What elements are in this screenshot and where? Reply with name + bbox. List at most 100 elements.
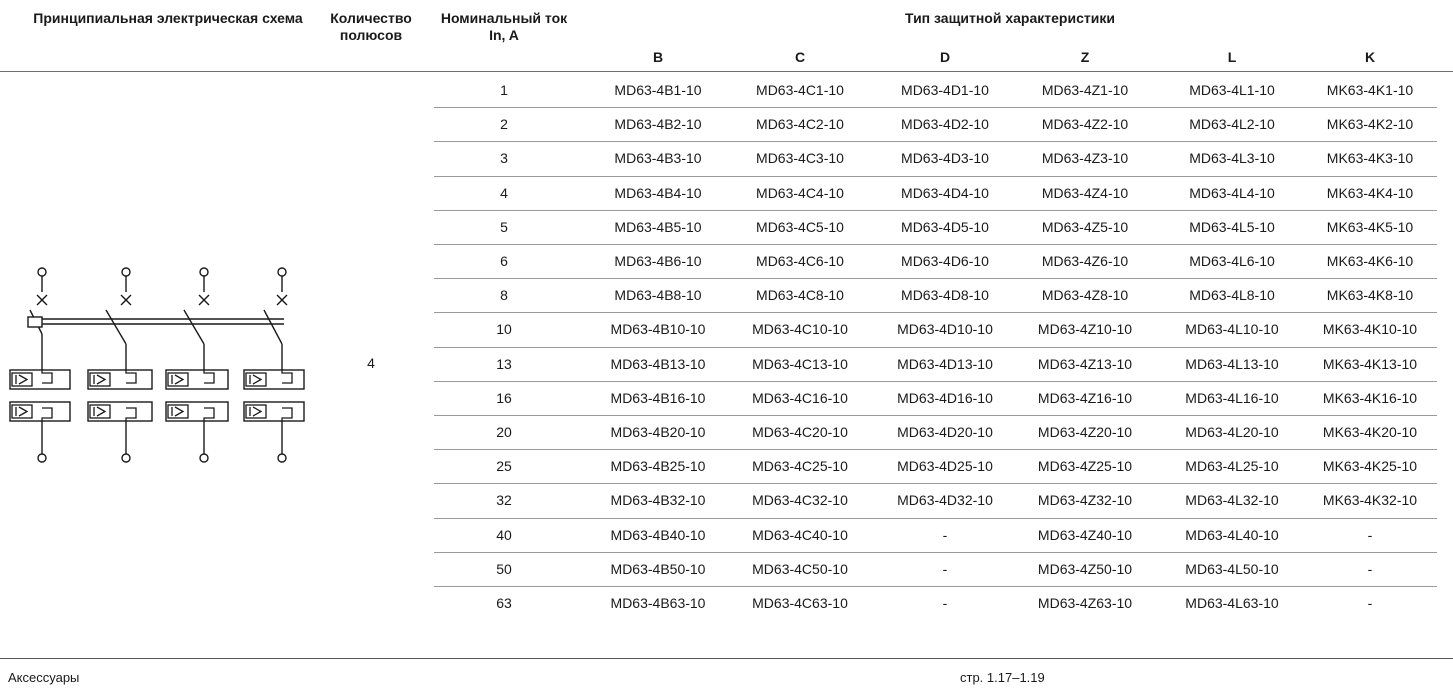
article-cell-b: MD63-4B20-10 [610,424,706,440]
rated-current-cell: 8 [500,287,508,304]
accessories-label: Аксессуары [8,670,80,685]
article-cell-k: - [1367,595,1373,611]
type-header-l: L [1227,49,1237,65]
row-divider [434,278,1437,280]
article-cell-b: MD63-4B40-10 [610,526,706,543]
article-cell-z: MD63-4Z16-10 [1037,389,1133,406]
article-cell-c: MD63-4C8-10 [756,287,844,304]
row-divider [434,551,1437,553]
row-divider [434,141,1437,143]
article-cell-k: MK63-4K20-10 [1322,424,1418,440]
article-cell-k: MK63-4K10-10 [1322,321,1418,338]
type-header-k: K [1364,49,1376,65]
article-cell-k: MK63-4K13-10 [1322,355,1418,372]
article-cell-b: MD63-4B3-10 [614,150,702,167]
article-cell-b: MD63-4B13-10 [610,355,706,372]
article-cell-d: MD63-4D5-10 [901,218,989,235]
article-cell-b: MD63-4B50-10 [610,560,706,577]
article-cell-l: MD63-4L16-10 [1185,389,1279,406]
article-cell-d: - [942,595,948,611]
rated-current-cell: 4 [500,184,508,201]
type-header-z: Z [1080,49,1090,65]
row-divider [434,586,1437,587]
article-cell-d: MD63-4D3-10 [901,150,989,167]
article-cell-z: MD63-4Z6-10 [1041,253,1129,269]
article-cell-c: MD63-4C3-10 [756,150,844,167]
article-cell-d: MD63-4D10-10 [897,321,993,338]
article-cell-k: - [1367,560,1373,577]
article-cell-l: MD63-4L1-10 [1189,82,1275,98]
header-current: Номинальный ток In, A [440,10,568,43]
rated-current-cell: 50 [496,560,512,577]
article-cell-d: - [942,560,948,577]
row-divider [434,209,1437,211]
poles-value: 4 [367,355,375,371]
header-poles: Количество полюсов [330,10,412,43]
article-cell-l: MD63-4L10-10 [1185,321,1279,338]
article-cell-d: - [942,526,948,543]
accessories-page-ref: стр. 1.17–1.19 [960,670,1045,685]
article-cell-d: MD63-4D1-10 [901,82,989,98]
article-cell-k: MK63-4K1-10 [1326,82,1414,98]
row-divider [434,107,1437,109]
row-divider [434,244,1437,245]
type-header-c: C [794,49,806,65]
article-cell-d: MD63-4D2-10 [901,116,989,133]
row-divider [434,483,1437,485]
article-cell-b: MD63-4B2-10 [614,116,702,133]
article-cell-c: MD63-4C40-10 [752,526,848,543]
article-cell-z: MD63-4Z1-10 [1041,82,1129,98]
rated-current-cell: 5 [500,218,508,235]
article-cell-k: - [1367,526,1373,543]
article-cell-l: MD63-4L5-10 [1189,218,1275,235]
article-cell-l: MD63-4L32-10 [1185,492,1279,509]
article-cell-z: MD63-4Z25-10 [1037,458,1133,475]
article-cell-l: MD63-4L2-10 [1189,116,1275,133]
article-cell-d: MD63-4D8-10 [901,287,989,304]
article-cell-c: MD63-4C2-10 [756,116,844,133]
header-divider [0,71,1453,72]
article-cell-k: MK63-4K16-10 [1322,389,1418,406]
article-cell-b: MD63-4B1-10 [614,82,702,98]
row-divider [434,380,1437,382]
header-type-group: Тип защитной характеристики [905,10,1115,26]
article-cell-c: MD63-4C4-10 [756,184,844,201]
article-cell-z: MD63-4Z5-10 [1041,218,1129,235]
rated-current-cell: 10 [496,321,512,338]
footer-divider [0,658,1453,659]
row-divider [434,449,1437,451]
article-cell-k: MK63-4K3-10 [1326,150,1414,167]
article-cell-d: MD63-4D16-10 [897,389,993,406]
article-cell-k: MK63-4K25-10 [1322,458,1418,475]
article-cell-b: MD63-4B25-10 [610,458,706,475]
article-cell-d: MD63-4D20-10 [897,424,993,440]
row-divider [434,415,1437,416]
article-cell-k: MK63-4K8-10 [1326,287,1414,304]
rated-current-cell: 63 [496,595,512,611]
four-pole-breaker-schematic-icon [9,267,305,463]
article-cell-z: MD63-4Z3-10 [1041,150,1129,167]
article-cell-b: MD63-4B5-10 [614,218,702,235]
article-cell-c: MD63-4C25-10 [752,458,848,475]
article-cell-c: MD63-4C50-10 [752,560,848,577]
row-divider [434,346,1437,348]
article-cell-d: MD63-4D32-10 [897,492,993,509]
article-cell-z: MD63-4Z63-10 [1037,595,1133,611]
article-cell-c: MD63-4C32-10 [752,492,848,509]
article-cell-c: MD63-4C5-10 [756,218,844,235]
article-cell-l: MD63-4L13-10 [1185,355,1279,372]
article-cell-l: MD63-4L40-10 [1185,526,1279,543]
article-cell-d: MD63-4D4-10 [901,184,989,201]
article-cell-z: MD63-4Z32-10 [1037,492,1133,509]
article-cell-c: MD63-4C20-10 [752,424,848,440]
article-cell-z: MD63-4Z20-10 [1037,424,1133,440]
article-cell-d: MD63-4D13-10 [897,355,993,372]
row-divider [434,517,1437,519]
article-cell-z: MD63-4Z13-10 [1037,355,1133,372]
article-cell-b: MD63-4B10-10 [610,321,706,338]
row-divider [434,312,1437,314]
article-cell-d: MD63-4D25-10 [897,458,993,475]
article-cell-k: MK63-4K6-10 [1326,253,1414,269]
article-cell-l: MD63-4L50-10 [1185,560,1279,577]
type-header-d: D [939,49,951,65]
